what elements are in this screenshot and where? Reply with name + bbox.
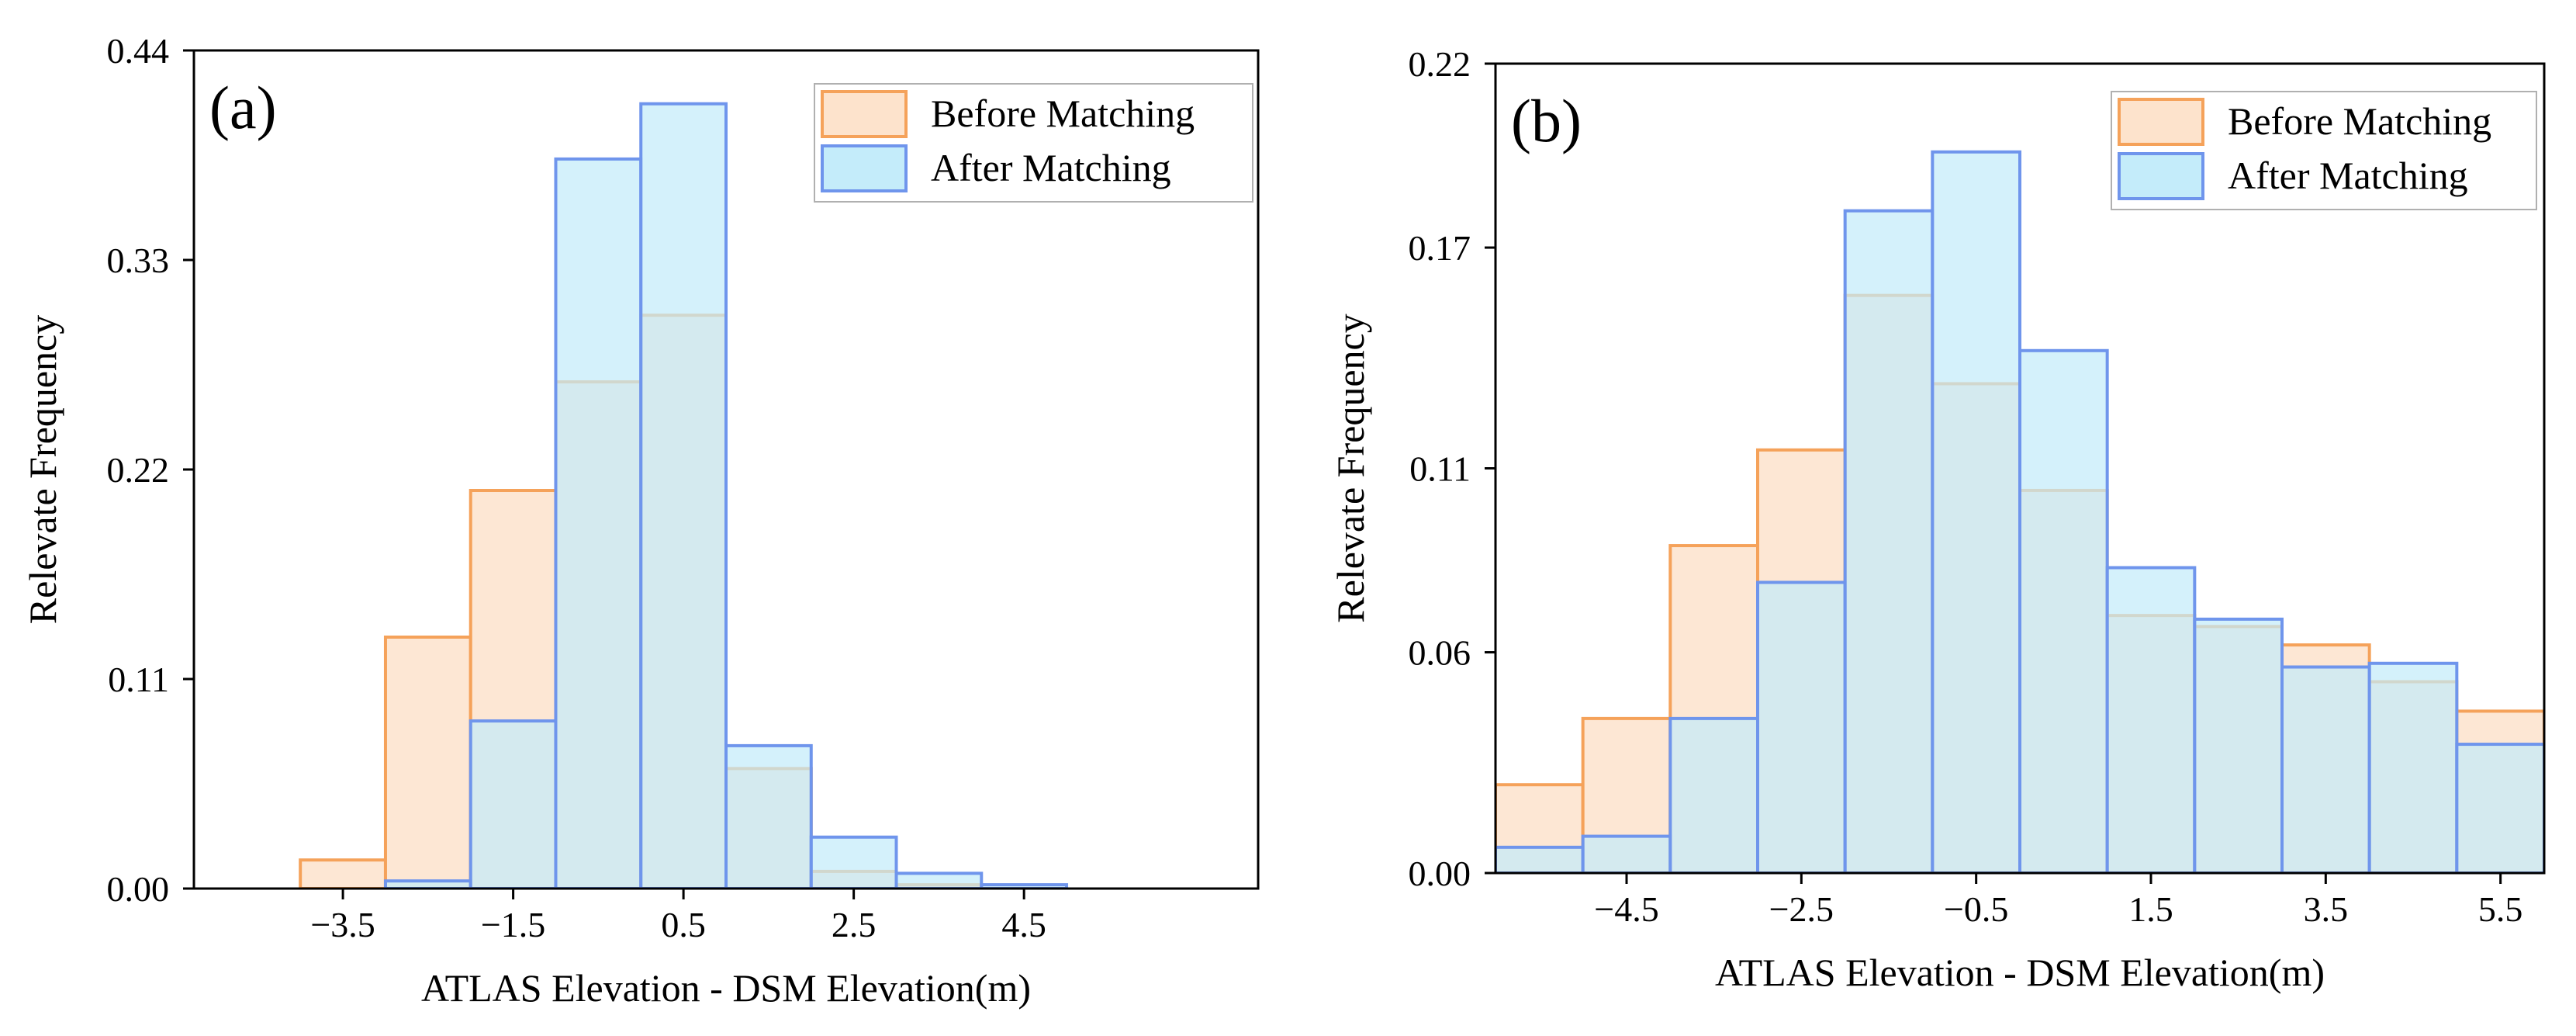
y-tick-label: 0.17 <box>1409 228 1471 268</box>
after-legend-label: After Matching <box>2228 154 2468 197</box>
x-axis-title: ATLAS Elevation - DSM Elevation(m) <box>421 966 1031 1010</box>
x-tick-label: −4.5 <box>1594 889 1658 929</box>
legend: Before Matching After Matching <box>814 83 1253 203</box>
x-tick-label: −2.5 <box>1769 889 1834 929</box>
x-tick-label: 2.5 <box>832 905 877 944</box>
legend: Before Matching After Matching <box>2111 91 2537 210</box>
x-tick-label: −1.5 <box>481 905 545 944</box>
after-bar-5 <box>1931 150 2021 873</box>
x-tick-label: 4.5 <box>1001 905 1046 944</box>
y-tick-label: 0.11 <box>1409 449 1471 489</box>
after-bar-0 <box>1495 845 1585 873</box>
chart-panel-a: −3.5 −1.5 0.5 2.5 4.5 0.00 0.11 0.22 0.33 0.44 ATL… <box>21 31 1260 1010</box>
after-bar-1 <box>1581 834 1672 873</box>
chart-panel-b: −4.5 −2.5 −0.5 1.5 3.5 5.5 0.00 0.06 0.11 0.17 0.2… <box>1329 44 2546 994</box>
after-bar-8 <box>2193 617 2284 873</box>
after-bar-9 <box>2280 665 2371 873</box>
after-bar-4 <box>639 102 728 889</box>
after-legend-swatch <box>2118 152 2204 200</box>
panel-label: (a) <box>209 74 277 141</box>
bars <box>1495 150 2544 873</box>
before-legend-label: Before Matching <box>931 92 1195 135</box>
after-bar-3 <box>1756 580 1847 873</box>
x-tick-label: −3.5 <box>310 905 375 944</box>
after-bar-2 <box>1668 716 1759 873</box>
after-bar-5 <box>724 743 813 889</box>
after-bar-11 <box>2455 743 2544 873</box>
y-tick-label: 0.00 <box>107 869 170 909</box>
y-tick-label: 0.06 <box>1409 633 1471 673</box>
before-bar-0 <box>299 858 387 889</box>
before-legend-swatch <box>821 90 908 138</box>
x-tick-label: 5.5 <box>2478 889 2523 929</box>
y-axis-title: Relevate Frequency <box>21 315 64 624</box>
y-tick-label: 0.00 <box>1409 854 1471 893</box>
after-bar-3 <box>554 157 643 889</box>
y-tick-label: 0.11 <box>108 660 169 699</box>
after-legend-label: After Matching <box>931 146 1171 189</box>
after-bar-2 <box>469 719 558 889</box>
after-legend-swatch <box>821 144 908 192</box>
y-tick-label: 0.33 <box>107 241 170 280</box>
before-legend-swatch <box>2118 98 2204 146</box>
x-tick-label: 3.5 <box>2304 889 2349 929</box>
bars <box>299 102 1069 889</box>
x-tick-label: −0.5 <box>1944 889 2008 929</box>
x-tick-label: 0.5 <box>661 905 706 944</box>
after-bar-10 <box>2367 661 2459 873</box>
y-tick-label: 0.44 <box>107 31 170 71</box>
y-axis-title: Relevate Frequency <box>1329 314 1372 622</box>
y-tick-label: 0.22 <box>107 450 170 490</box>
panel-label: (b) <box>1511 87 1582 154</box>
x-axis-title: ATLAS Elevation - DSM Elevation(m) <box>1715 951 2325 994</box>
after-bar-6 <box>2018 348 2109 873</box>
before-legend-label: Before Matching <box>2228 99 2491 143</box>
after-bar-8 <box>980 883 1069 889</box>
y-tick-label: 0.22 <box>1409 44 1471 84</box>
after-bar-4 <box>1843 209 1935 873</box>
after-bar-7 <box>2105 566 2197 873</box>
after-bar-6 <box>809 835 898 889</box>
before-bar-1 <box>383 636 472 889</box>
after-bar-7 <box>894 871 984 889</box>
x-tick-label: 1.5 <box>2128 889 2173 929</box>
